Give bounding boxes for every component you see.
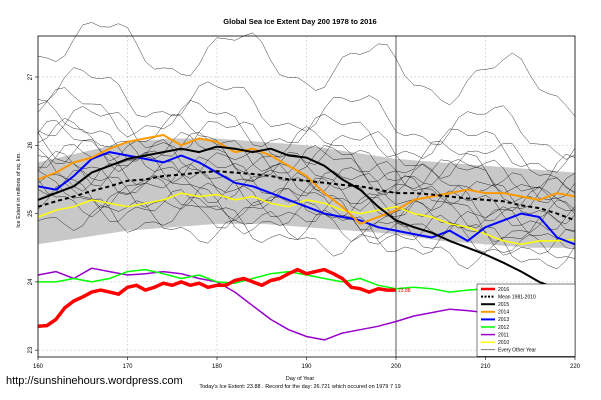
y-tick-label: 25 <box>28 210 34 217</box>
chart-footer: Today's Ice Extent: 23.88 . Record for t… <box>199 384 400 390</box>
watermark-text: http://sunshinehours.wordpress.com <box>6 375 183 387</box>
y-tick-label: 23 <box>28 346 34 353</box>
background-year-line <box>37 119 576 204</box>
series-line-mean-1981-2010 <box>37 170 576 222</box>
x-tick-label: 200 <box>391 364 402 370</box>
x-tick-label: 210 <box>480 364 491 370</box>
current-value-label: 23.88 <box>398 288 411 294</box>
background-year-line <box>37 176 576 256</box>
legend-label: 2013 <box>498 317 509 323</box>
background-year-line <box>37 150 576 231</box>
chart-title: Global Sea Ice Extent Day 200 1978 to 20… <box>223 17 376 26</box>
series-line-2015 <box>37 145 576 294</box>
legend-label: 2014 <box>498 310 509 316</box>
x-tick-label: 180 <box>212 364 223 370</box>
x-tick-label: 190 <box>301 364 312 370</box>
legend-label: Every Other Year <box>498 348 536 354</box>
plot-area: 23.88 160 170 180 190 200 210 220 23 24 25 26 27 <box>28 22 581 370</box>
y-tick-label: 27 <box>28 73 34 80</box>
series-line-2014 <box>37 134 576 225</box>
series-line-2013 <box>37 151 576 246</box>
legend-label: 2011 <box>498 332 509 338</box>
legend-label: 2012 <box>498 325 509 331</box>
legend-label: Mean 1981-2010 <box>498 294 536 300</box>
x-tick-label: 220 <box>570 364 581 370</box>
background-year-line <box>37 87 576 173</box>
background-year-line <box>37 175 576 253</box>
background-year-line <box>37 170 576 250</box>
background-year-line <box>37 143 576 225</box>
background-year-line <box>37 152 576 229</box>
y-axis-title: Ice Extent in millions of sq. km. <box>16 152 22 228</box>
series-line-2010 <box>37 192 576 246</box>
background-year-line <box>37 22 576 117</box>
legend-label: 2010 <box>498 340 509 346</box>
legend-label: 2016 <box>498 287 509 293</box>
y-tick-label: 26 <box>28 141 34 148</box>
series-line-2016 <box>37 267 396 329</box>
background-year-line <box>37 101 576 194</box>
y-tick-label: 24 <box>28 278 34 285</box>
x-axis-title: Day of Year <box>286 376 315 382</box>
background-year-line <box>37 106 576 193</box>
legend-label: 2015 <box>498 302 509 308</box>
x-tick-label: 170 <box>122 364 133 370</box>
background-year-line <box>37 132 576 221</box>
x-tick-label: 160 <box>33 364 44 370</box>
